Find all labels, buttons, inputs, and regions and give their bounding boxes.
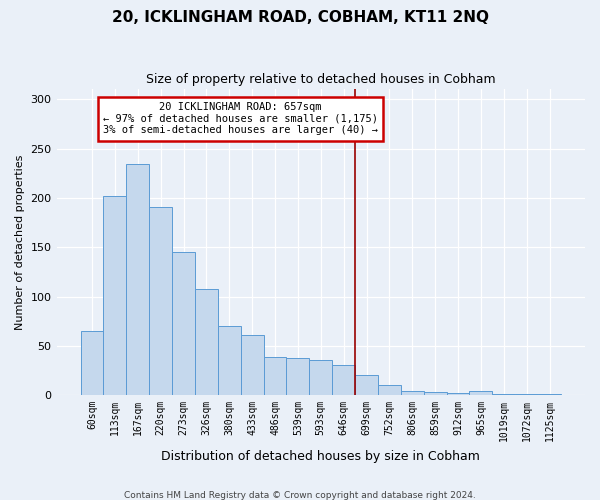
Bar <box>80 331 103 395</box>
Bar <box>332 364 355 395</box>
Text: Contains HM Land Registry data © Crown copyright and database right 2024.: Contains HM Land Registry data © Crown c… <box>124 490 476 500</box>
Bar <box>401 391 424 395</box>
Bar <box>515 394 538 395</box>
Bar <box>149 207 172 395</box>
Bar <box>127 164 149 395</box>
Bar <box>218 326 241 395</box>
Bar <box>469 391 493 395</box>
Bar <box>195 288 218 395</box>
Bar <box>378 386 401 395</box>
Text: 20, ICKLINGHAM ROAD, COBHAM, KT11 2NQ: 20, ICKLINGHAM ROAD, COBHAM, KT11 2NQ <box>112 10 488 25</box>
Text: 20 ICKLINGHAM ROAD: 657sqm
← 97% of detached houses are smaller (1,175)
3% of se: 20 ICKLINGHAM ROAD: 657sqm ← 97% of deta… <box>103 102 378 136</box>
X-axis label: Distribution of detached houses by size in Cobham: Distribution of detached houses by size … <box>161 450 480 462</box>
Bar <box>263 356 286 395</box>
Y-axis label: Number of detached properties: Number of detached properties <box>15 154 25 330</box>
Bar <box>103 196 127 395</box>
Bar <box>172 252 195 395</box>
Bar <box>424 392 446 395</box>
Bar <box>310 360 332 395</box>
Bar <box>355 376 378 395</box>
Bar <box>241 335 263 395</box>
Bar <box>538 394 561 395</box>
Title: Size of property relative to detached houses in Cobham: Size of property relative to detached ho… <box>146 72 496 86</box>
Bar <box>286 358 310 395</box>
Bar <box>446 393 469 395</box>
Bar <box>493 394 515 395</box>
